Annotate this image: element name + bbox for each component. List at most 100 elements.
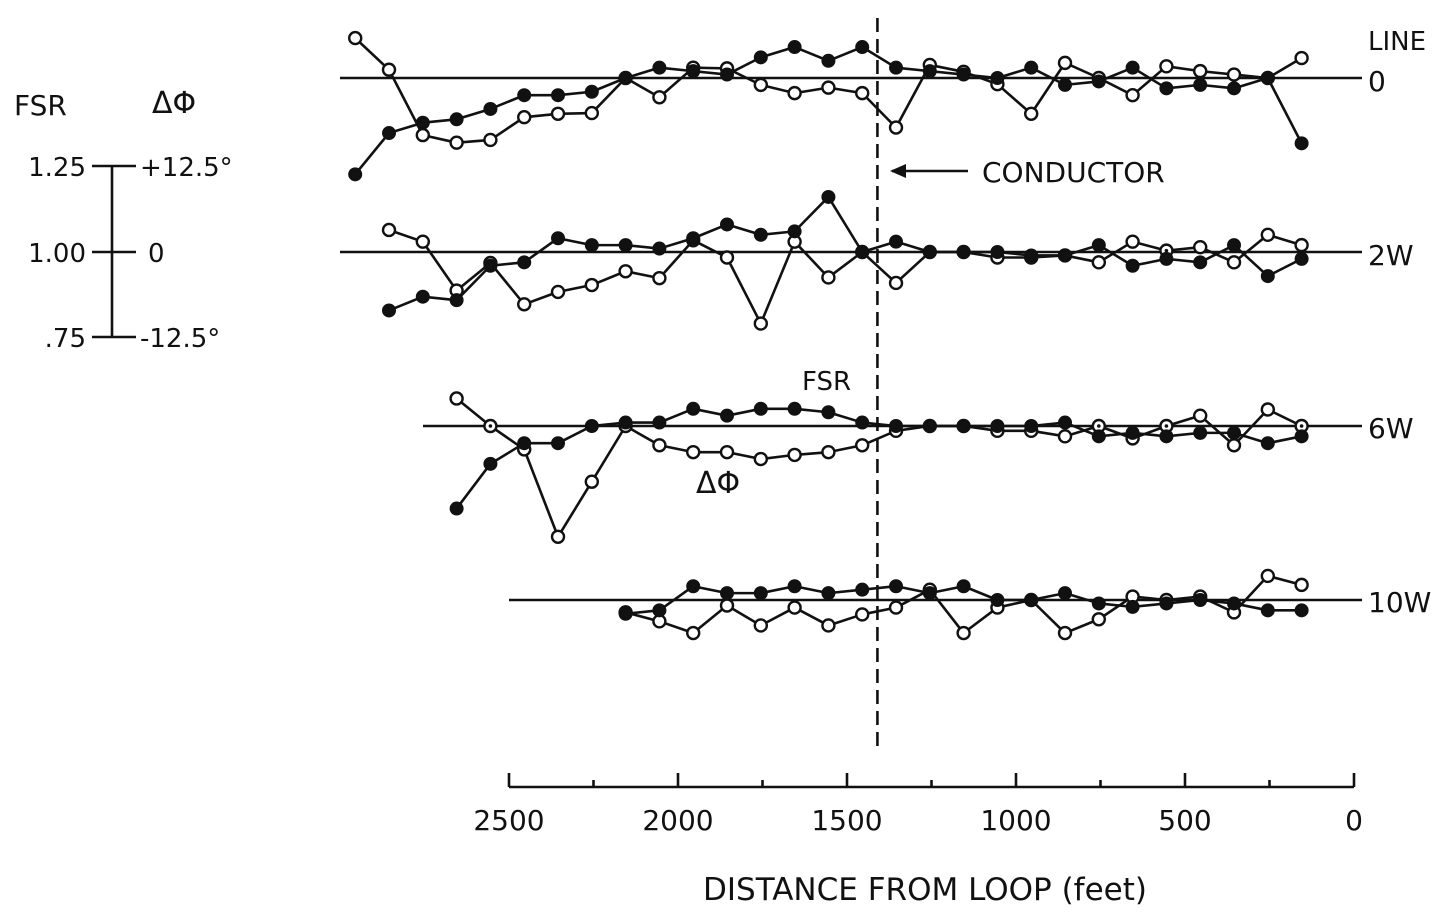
- fsr-point: [1260, 603, 1275, 618]
- dphi-tick-top: +12.5°: [140, 153, 233, 183]
- dphi-point: [1091, 612, 1107, 627]
- profile-line-6w: 6W: [423, 391, 1414, 544]
- profile-label: 2W: [1368, 239, 1414, 272]
- dphi-point: [787, 447, 802, 463]
- fsr-point: [1058, 415, 1073, 430]
- fsr-point: [753, 227, 768, 242]
- profile-label: 0: [1368, 65, 1386, 98]
- fsr-point: [720, 217, 735, 232]
- fsr-point: [1091, 429, 1106, 444]
- dphi-point: [787, 85, 802, 101]
- fsr-point: [1125, 60, 1140, 75]
- fsr-point: [990, 419, 1005, 433]
- fsr-point: [1024, 60, 1039, 75]
- fsr-point: [1159, 429, 1174, 444]
- fsr-point: [1058, 248, 1073, 263]
- x-tick-label: 2500: [473, 804, 544, 837]
- dphi-series-line: [455, 397, 1303, 539]
- fsr-point: [922, 586, 937, 601]
- fsr-point: [787, 579, 802, 594]
- fsr-point: [449, 293, 464, 308]
- dphi-series-annotation: ΔΦ: [696, 466, 740, 501]
- fsr-point: [517, 436, 532, 451]
- x-tick-label: 1500: [811, 804, 882, 837]
- dphi-tick-bottom: -12.5°: [140, 324, 220, 354]
- fsr-point: [720, 408, 735, 423]
- dphi-point: [753, 618, 769, 633]
- dphi-point: [855, 607, 870, 622]
- dphi-point: [449, 135, 464, 150]
- fsr-point: [855, 245, 870, 259]
- fsr-series-annotation: FSR: [802, 367, 851, 397]
- fsr-point: [787, 40, 802, 55]
- profile-label: 10W: [1368, 586, 1431, 619]
- dphi-point: [348, 30, 363, 46]
- dphi-point: [618, 264, 633, 279]
- fsr-point: [483, 258, 498, 273]
- dphi-point: [686, 625, 701, 641]
- fsr-point: [855, 40, 870, 55]
- dphi-point: [888, 275, 904, 291]
- dphi-point: [517, 110, 532, 125]
- fsr-point: [1058, 77, 1073, 92]
- fsr-point: [1227, 238, 1242, 253]
- fsr-point: [1227, 425, 1242, 440]
- dphi-point: [652, 270, 667, 286]
- fsr-point: [652, 241, 667, 256]
- fsr-point: [1159, 81, 1174, 96]
- fsr-point: [551, 231, 566, 246]
- fsr-point: [889, 419, 904, 433]
- dphi-point: [1260, 402, 1276, 417]
- dphi-point: [855, 85, 870, 101]
- fsr-point: [652, 415, 667, 430]
- dphi-point-center: [488, 424, 493, 428]
- fsr-point: [1024, 419, 1039, 433]
- x-tick-label: 1000: [980, 804, 1051, 837]
- fsr-tick-mid: 1.00: [28, 239, 86, 269]
- dphi-point: [753, 451, 769, 467]
- fsr-point: [855, 415, 870, 430]
- dphi-point: [381, 62, 397, 77]
- dphi-point-center: [1164, 424, 1169, 428]
- fsr-point: [415, 289, 430, 304]
- dphi-point: [1057, 55, 1073, 71]
- dphi-point: [821, 618, 836, 633]
- fsr-point: [821, 53, 836, 68]
- dphi-point: [1294, 237, 1309, 253]
- dphi-point: [652, 90, 667, 105]
- profile-label: 6W: [1368, 412, 1414, 445]
- dphi-point: [652, 438, 667, 453]
- dphi-point: [719, 444, 735, 460]
- fsr-point: [652, 60, 667, 75]
- fsr-point: [584, 419, 599, 433]
- dphi-series-line: [388, 228, 1302, 325]
- fsr-point: [1159, 596, 1174, 611]
- conductor-label: CONDUCTOR: [982, 156, 1165, 189]
- dphi-point-center: [1299, 424, 1304, 428]
- fsr-point: [753, 401, 768, 416]
- fsr-point: [1294, 136, 1309, 151]
- fsr-point: [517, 88, 532, 103]
- fsr-point: [753, 50, 768, 65]
- x-tick-label: 500: [1158, 804, 1211, 837]
- fsr-point: [753, 586, 768, 601]
- fsr-point: [922, 64, 937, 79]
- fsr-point: [1294, 251, 1309, 266]
- conductor-arrow-head: [890, 164, 906, 178]
- fsr-point: [1227, 81, 1242, 96]
- fsr-point: [990, 71, 1005, 85]
- fsr-point: [922, 419, 937, 433]
- dphi-point: [956, 625, 971, 641]
- dphi-point: [1159, 59, 1174, 74]
- dphi-point: [1125, 87, 1140, 103]
- dphi-point: [449, 391, 464, 406]
- fsr-point: [449, 112, 464, 127]
- fsr-point: [787, 224, 802, 239]
- profiles: 0 2W 6W 10W: [340, 30, 1431, 641]
- dphi-point: [1193, 239, 1208, 255]
- dphi-point: [1226, 67, 1242, 82]
- x-tick-label: 0: [1345, 804, 1363, 837]
- fsr-point: [686, 579, 701, 594]
- fsr-point: [584, 84, 599, 99]
